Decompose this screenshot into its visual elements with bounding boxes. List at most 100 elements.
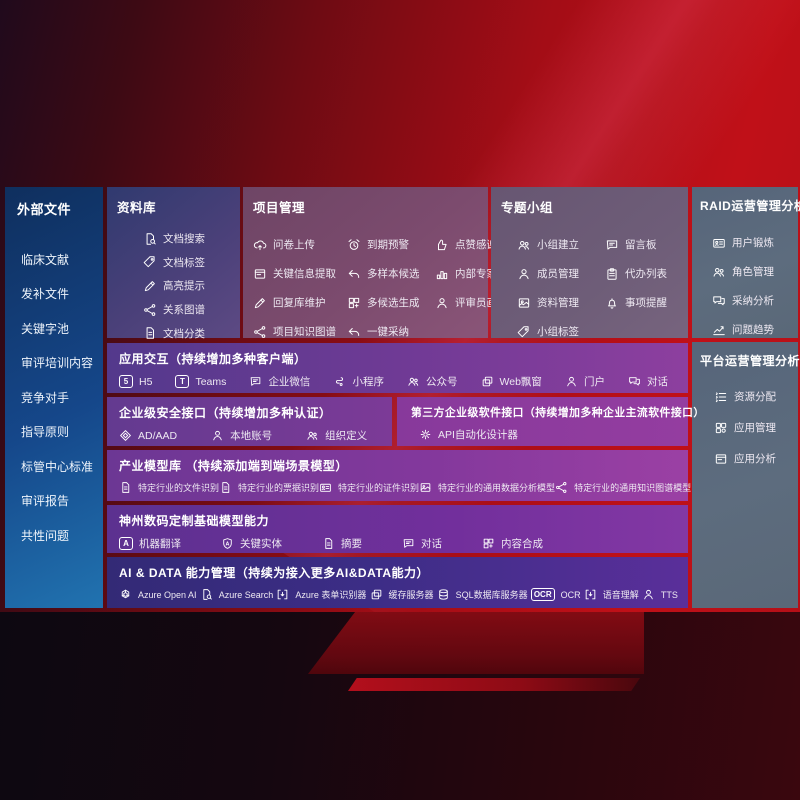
feature-item[interactable]: 对话: [402, 536, 442, 551]
feature-item[interactable]: AD/AAD: [119, 429, 177, 442]
feature-item[interactable]: OCR OCR: [530, 588, 581, 601]
feature-item[interactable]: 特定行业的通用数据分析模型: [419, 481, 555, 494]
feature-item[interactable]: 问题趋势: [712, 315, 798, 344]
external-files-panel: 外部文件 临床文献发补文件 关键字池审评培训内容竞争对手 指导原则 标管中心标准 审评报…: [5, 187, 103, 608]
feature-item-label: 到期预警: [367, 239, 409, 251]
feature-item[interactable]: 成员管理: [517, 259, 605, 288]
feature-item[interactable]: 组织定义: [306, 428, 367, 443]
feature-item[interactable]: 小组标签: [517, 317, 605, 346]
mini-program-icon: [333, 375, 346, 388]
feature-item[interactable]: 对话: [628, 374, 668, 389]
sidebar-item-label: 审评培训内容: [21, 356, 94, 371]
feature-item[interactable]: 资料管理: [517, 288, 605, 317]
feature-item[interactable]: 公众号: [407, 374, 458, 389]
feature-item[interactable]: Azure 表单识别器: [276, 588, 366, 601]
feature-item[interactable]: 缓存服务器: [370, 588, 434, 601]
feature-item[interactable]: 文档搜索: [143, 227, 240, 251]
sidebar-item[interactable]: 审评培训内容: [21, 346, 103, 381]
base-model-title: 神州数码定制基础模型能力: [119, 514, 270, 528]
topic-group-panel: 专题小组 小组建立 留言板 成员管理 代办列表 资料管理 事项提醒 小组标签: [491, 187, 688, 338]
feature-item[interactable]: 多候选生成: [347, 288, 435, 317]
feature-item[interactable]: 语音理解: [584, 588, 639, 601]
sidebar-item-label: 临床文献: [21, 252, 70, 267]
feature-item[interactable]: Web飘窗: [481, 374, 542, 389]
group-people-icon: [517, 238, 531, 252]
ad-diamond-icon: [119, 429, 132, 442]
sidebar-item[interactable]: 关键字池: [21, 311, 103, 346]
feature-item-label: 高亮提示: [163, 280, 205, 293]
feature-item[interactable]: Azure Search: [200, 588, 273, 601]
feature-item-label: 用户锻炼: [732, 237, 774, 249]
feature-item[interactable]: 关系图谱: [143, 298, 240, 322]
feature-item[interactable]: 内容合成: [482, 536, 543, 551]
feature-item[interactable]: 小组建立: [517, 230, 605, 259]
html5-icon: 5: [119, 375, 133, 388]
sidebar-item[interactable]: 标管中心标准: [21, 449, 103, 484]
feature-item[interactable]: 文档分类: [143, 321, 240, 345]
feature-item[interactable]: 应用分析: [714, 443, 798, 474]
sidebar-item[interactable]: 临床文献: [21, 242, 103, 277]
feature-item[interactable]: 特定行业的票据识别: [219, 481, 319, 494]
industry-model-items: 特定行业的文件识别 特定行业的票据识别 特定行业的证件识别 特定行业的通用数据分析模型…: [107, 474, 691, 494]
pen-edit-icon: [253, 296, 267, 310]
feature-item-label: 资料管理: [537, 297, 579, 309]
feature-item-label: 特定行业的通用数据分析模型: [438, 483, 556, 493]
feature-item[interactable]: 角色管理: [712, 257, 798, 286]
feature-item[interactable]: 5 H5: [119, 375, 152, 388]
feature-item[interactable]: 关键实体: [221, 536, 282, 551]
feature-item-label: TTS: [660, 589, 678, 600]
sidebar-item[interactable]: 共性问题: [21, 518, 103, 553]
sidebar-item[interactable]: 发补文件: [21, 277, 103, 312]
feature-item-label: 应用管理: [734, 422, 776, 434]
feature-item[interactable]: 应用管理: [714, 412, 798, 443]
feature-item[interactable]: 摘要: [322, 536, 362, 551]
feature-item[interactable]: 资源分配: [714, 381, 798, 412]
feature-item[interactable]: 特定行业的文件识别: [119, 481, 219, 494]
feature-item[interactable]: 代办列表: [605, 259, 688, 288]
feature-item[interactable]: 企业微信: [249, 374, 310, 389]
feature-item[interactable]: SQL数据库服务器: [437, 588, 528, 601]
feature-item[interactable]: 点赞感谢: [435, 230, 518, 259]
feature-item[interactable]: 事项提醒: [605, 288, 688, 317]
feature-item[interactable]: 用户锻炼: [712, 228, 798, 257]
feature-item[interactable]: 问卷上传: [253, 230, 347, 259]
feature-item-label: 关系图谱: [163, 304, 205, 317]
feature-item[interactable]: 特定行业的通用知识图谱模型: [555, 481, 691, 494]
external-files-title: 外部文件: [17, 202, 72, 217]
feature-item[interactable]: T Teams: [175, 375, 226, 388]
project-management-grid: 问卷上传 到期预警 点赞感谢 关键信息提取 多样本候选 内部专家排名 回复库维护 多候选生成评…: [243, 216, 518, 346]
cert-card-icon: [319, 481, 332, 494]
feature-item[interactable]: 门户: [565, 374, 605, 389]
feature-item[interactable]: 项目知识图谱: [253, 317, 347, 346]
feature-item[interactable]: 小程序: [333, 374, 384, 389]
feature-item[interactable]: Azure Open AI: [119, 588, 197, 601]
feature-item[interactable]: API自动化设计器: [419, 427, 518, 442]
sidebar-item[interactable]: 审评报告: [21, 484, 103, 519]
feature-item-label: 采纳分析: [732, 295, 774, 307]
feature-item[interactable]: A 机器翻译: [119, 536, 181, 551]
feature-item[interactable]: 到期预警: [347, 230, 435, 259]
feature-item[interactable]: 文档标签: [143, 251, 240, 275]
feature-item[interactable]: 留言板: [605, 230, 688, 259]
feature-item[interactable]: 多样本候选: [347, 259, 435, 288]
feature-item[interactable]: 采纳分析: [712, 286, 798, 315]
feature-item-label: Azure Open AI: [138, 589, 197, 600]
feature-item[interactable]: 关键信息提取: [253, 259, 347, 288]
feature-item-label: 门户: [583, 376, 605, 388]
feature-item-label: 语音理解: [602, 590, 639, 600]
feature-item[interactable]: 一键采纳: [347, 317, 435, 346]
repository-list: 文档搜索 文档标签高亮提示关系图谱文档分类: [107, 216, 240, 345]
industry-model-row: 产业模型库 （持续添加端到端场景模型） 特定行业的文件识别 特定行业的票据识别 特定…: [107, 450, 691, 501]
feature-item[interactable]: 本地账号: [211, 428, 272, 443]
sidebar-item[interactable]: 指导原则: [21, 415, 103, 450]
feature-item[interactable]: 高亮提示: [143, 274, 240, 298]
feature-item-label: 代办列表: [625, 268, 667, 280]
project-management-panel: 项目管理 问卷上传 到期预警 点赞感谢 关键信息提取 多样本候选 内部专家排名 回复库维护多…: [243, 187, 518, 338]
feature-item[interactable]: 回复库维护: [253, 288, 347, 317]
feature-item[interactable]: 特定行业的证件识别: [319, 481, 419, 494]
feature-item-label: 角色管理: [732, 266, 774, 278]
sidebar-item[interactable]: 竞争对手: [21, 380, 103, 415]
document-classify-icon: [143, 326, 157, 340]
thirdparty-interface-items: API自动化设计器: [397, 420, 688, 442]
feature-item[interactable]: TTS: [642, 588, 678, 601]
